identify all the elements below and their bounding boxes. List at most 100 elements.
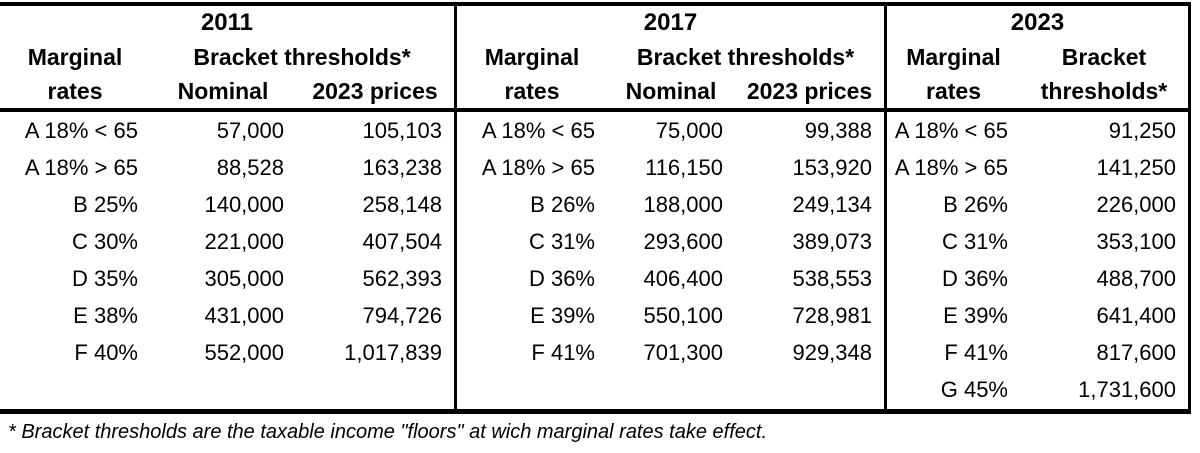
table-row: A 18% > 65 116,150 153,920 (457, 149, 884, 186)
cell-threshold: 91,250 (1108, 118, 1176, 143)
cell-nominal: 431,000 (204, 303, 284, 328)
cell-nominal: 293,600 (643, 229, 723, 254)
cell-rate: G 45% (940, 377, 1008, 402)
cell-threshold: 1,731,600 (1078, 377, 1176, 402)
year-title: 2023 (1010, 9, 1065, 36)
cell-rate: A 18% > 65 (894, 155, 1008, 180)
table-row: D 36% 406,400 538,553 (457, 260, 884, 297)
tax-brackets-table: 2011 Marginal Bracket thresholds* rates … (0, 2, 1191, 414)
cell-threshold: 141,250 (1096, 155, 1176, 180)
cell-prices2023: 249,134 (792, 192, 872, 217)
table-body-2023: A 18% < 65 91,250 A 18% > 65 141,250 B 26% 22… (887, 110, 1188, 408)
table-header-2023: 2023 Marginal Bracket rates thresholds* (887, 6, 1188, 110)
cell-prices2023: 562,393 (362, 266, 442, 291)
table-2011: 2011 Marginal Bracket thresholds* rates … (0, 6, 454, 371)
table-row: C 31% 353,100 (887, 223, 1188, 260)
cell-prices2023: 389,073 (792, 229, 872, 254)
cell-prices2023: 794,726 (362, 303, 442, 328)
cell-prices2023: 1,017,839 (344, 340, 442, 365)
rates-header: rates (926, 78, 981, 104)
nominal-header: Nominal (177, 78, 269, 104)
cell-rate: D 35% (71, 266, 138, 291)
cell-rate: E 39% (530, 303, 595, 328)
prices-2023-header: 2023 prices (746, 78, 873, 104)
cell-threshold: 353,100 (1096, 229, 1176, 254)
marginal-header: Marginal (27, 44, 123, 70)
cell-rate: B 26% (530, 192, 595, 217)
cell-nominal: 701,300 (643, 340, 723, 365)
cell-prices2023: 153,920 (792, 155, 872, 180)
table-body-2017: A 18% < 65 75,000 99,388 A 18% > 65 116,150 1… (457, 110, 884, 371)
table-row: D 35% 305,000 562,393 (0, 260, 454, 297)
table-row: E 39% 550,100 728,981 (457, 297, 884, 334)
cell-rate: A 18% < 65 (24, 118, 138, 143)
cell-rate: C 30% (71, 229, 138, 254)
section-2011: 2011 Marginal Bracket thresholds* rates … (0, 6, 457, 409)
table-row: C 30% 221,000 407,504 (0, 223, 454, 260)
table-row: B 26% 188,000 249,134 (457, 186, 884, 223)
cell-nominal: 116,150 (645, 155, 723, 180)
bracket-header-line1: Bracket (1061, 44, 1147, 70)
table-row: A 18% > 65 88,528 163,238 (0, 149, 454, 186)
cell-prices2023: 258,148 (362, 192, 442, 217)
bracket-header-line2: thresholds* (1040, 78, 1168, 104)
cell-nominal: 406,400 (643, 266, 723, 291)
cell-rate: E 38% (73, 303, 138, 328)
rates-header: rates (504, 78, 560, 104)
cell-nominal: 550,100 (643, 303, 723, 328)
rates-header: rates (47, 78, 103, 104)
table-row: F 41% 701,300 929,348 (457, 334, 884, 371)
prices-2023-header: 2023 prices (312, 78, 438, 104)
table-row: D 36% 488,700 (887, 260, 1188, 297)
cell-rate: F 40% (74, 340, 138, 365)
cell-nominal: 75,000 (655, 118, 723, 143)
cell-nominal: 305,000 (204, 266, 284, 291)
table-row: A 18% < 65 75,000 99,388 (457, 110, 884, 149)
cell-threshold: 641,400 (1096, 303, 1176, 328)
table-row: F 41% 817,600 (887, 334, 1188, 371)
table-row: E 39% 641,400 (887, 297, 1188, 334)
cell-prices2023: 163,238 (362, 155, 442, 180)
table-row: C 31% 293,600 389,073 (457, 223, 884, 260)
table-row: B 25% 140,000 258,148 (0, 186, 454, 223)
cell-nominal: 140,000 (204, 192, 284, 217)
table-header-2017: 2017 Marginal Bracket thresholds* rates … (457, 6, 884, 110)
table-row: E 38% 431,000 794,726 (0, 297, 454, 334)
cell-nominal: 221,000 (204, 229, 284, 254)
cell-rate: D 36% (528, 266, 595, 291)
cell-rate: D 36% (941, 266, 1008, 291)
cell-threshold: 817,600 (1096, 340, 1176, 365)
cell-prices2023: 407,504 (362, 229, 442, 254)
table-row: A 18% < 65 57,000 105,103 (0, 110, 454, 149)
table-row: A 18% > 65 141,250 (887, 149, 1188, 186)
nominal-header: Nominal (625, 78, 717, 104)
cell-nominal: 552,000 (204, 340, 284, 365)
cell-nominal: 88,528 (216, 155, 284, 180)
cell-nominal: 57,000 (216, 118, 284, 143)
cell-rate: A 18% > 65 (24, 155, 138, 180)
cell-rate: F 41% (944, 340, 1008, 365)
marginal-header: Marginal (484, 44, 580, 70)
cell-rate: B 25% (73, 192, 138, 217)
table-row: A 18% < 65 91,250 (887, 110, 1188, 149)
cell-prices2023: 538,553 (792, 266, 872, 291)
cell-threshold: 226,000 (1096, 192, 1176, 217)
marginal-header: Marginal (906, 44, 1001, 70)
cell-prices2023: 105,103 (362, 118, 442, 143)
table-2017: 2017 Marginal Bracket thresholds* rates … (457, 6, 884, 371)
section-2023: 2023 Marginal Bracket rates thresholds* … (887, 6, 1188, 409)
table-row: G 45% 1,731,600 (887, 371, 1188, 408)
bracket-thresholds-group-header: Bracket thresholds* (636, 44, 855, 70)
cell-rate: A 18% > 65 (481, 155, 595, 180)
bracket-thresholds-group-header: Bracket thresholds* (193, 44, 411, 70)
cell-rate: A 18% < 65 (894, 118, 1008, 143)
cell-rate: A 18% < 65 (481, 118, 595, 143)
table-2023: 2023 Marginal Bracket rates thresholds* … (887, 6, 1188, 408)
footnote: * Bracket thresholds are the taxable inc… (8, 421, 768, 443)
cell-rate: E 39% (943, 303, 1008, 328)
cell-rate: B 26% (943, 192, 1008, 217)
cell-threshold: 488,700 (1096, 266, 1176, 291)
cell-prices2023: 929,348 (792, 340, 872, 365)
table-header-2011: 2011 Marginal Bracket thresholds* rates … (0, 6, 454, 110)
